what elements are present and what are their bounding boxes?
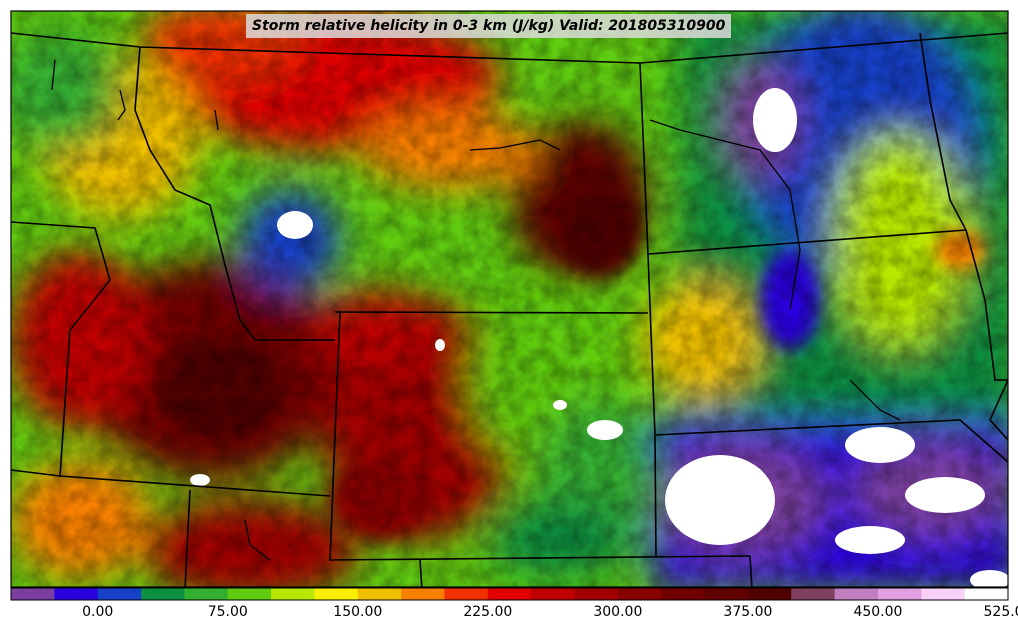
colorbar-tick-label: 525.00: [983, 604, 1018, 620]
colorbar-tick-label: 225.00: [463, 604, 513, 620]
colorbar-swatch: [877, 588, 922, 600]
colorbar-swatch: [444, 588, 489, 600]
colorbar: [11, 588, 1009, 600]
colorbar-swatch: [487, 588, 532, 600]
colorbar-swatch: [357, 588, 402, 600]
white-patches: [190, 88, 1008, 587]
colorbar-swatch: [54, 588, 99, 600]
colorbar-swatch: [97, 588, 142, 600]
colorbar-swatch: [704, 588, 749, 600]
colorbar-swatch: [271, 588, 315, 600]
colorbar-swatch: [661, 588, 706, 600]
colorbar-frame: [10, 587, 1009, 601]
colorbar-tick-label: 0.00: [82, 604, 114, 620]
colorbar-swatch: [184, 588, 229, 600]
colorbar-swatch: [401, 588, 445, 600]
map-title: Storm relative helicity in 0-3 km (J/kg)…: [246, 14, 732, 38]
colorbar-swatch: [574, 588, 619, 600]
colorbar-swatch: [531, 588, 576, 600]
helicity-field: [11, 11, 1008, 587]
colorbar-swatch: [791, 588, 836, 600]
colorbar-swatch: [141, 588, 185, 600]
colorbar-tick-label: 150.00: [333, 604, 383, 620]
colorbar-swatch: [617, 588, 662, 600]
colorbar-swatch: [964, 588, 1009, 600]
state-borders: [11, 32, 1008, 587]
colorbar-swatch: [11, 588, 55, 600]
colorbar-swatch: [834, 588, 879, 600]
colorbar-tick-label: 375.00: [723, 604, 773, 620]
colorbar-swatch: [747, 588, 792, 600]
water-features: [51, 59, 901, 561]
colorbar-swatch: [314, 588, 359, 600]
colorbar-tick-label: 450.00: [853, 604, 903, 620]
colorbar-tick-label: 75.00: [207, 604, 248, 620]
colorbar-swatch: [921, 588, 966, 600]
colorbar-tick-label: 300.00: [593, 604, 643, 620]
map-frame: [10, 10, 1009, 588]
colorbar-swatch: [227, 588, 272, 600]
